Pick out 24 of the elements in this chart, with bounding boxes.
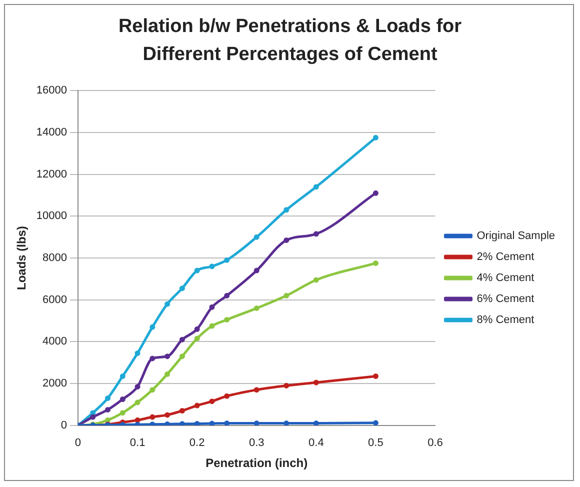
y-tick-label: 14000 [36,126,67,138]
y-tick-label: 0 [60,419,67,432]
x-tick-label: 0.3 [248,437,264,450]
legend-label: 4% Cement [476,272,534,284]
y-tick-label: 2000 [42,378,67,390]
y-tick-label: 10000 [36,210,67,222]
y-tick-label: 6000 [42,294,67,306]
y-tick-label: 4000 [42,336,67,348]
x-tick-label: 0.5 [368,437,384,450]
y-tick-label: 12000 [36,168,67,180]
x-tick-label: 0 [74,437,82,450]
x-tick-label: 0.6 [428,437,443,450]
y-axis-title: Loads (lbs) [14,226,29,290]
chart-title: Relation b/w Penetrations & Loads for Different Percentages of Cement [117,15,463,67]
y-tick-label: 8000 [42,252,67,264]
x-tick-label: 0.2 [189,437,205,450]
legend-label: 2% Cement [476,251,534,264]
x-tick-label: 0.1 [130,437,146,450]
legend-label: 8% Cement [476,314,534,326]
y-tick-label: 16000 [36,84,67,97]
legend-label: 6% Cement [476,293,534,306]
legend-label: Original Sample [476,230,556,242]
x-tick-label: 0.4 [308,437,324,450]
x-axis-title: Penetration (inch) [206,456,308,470]
